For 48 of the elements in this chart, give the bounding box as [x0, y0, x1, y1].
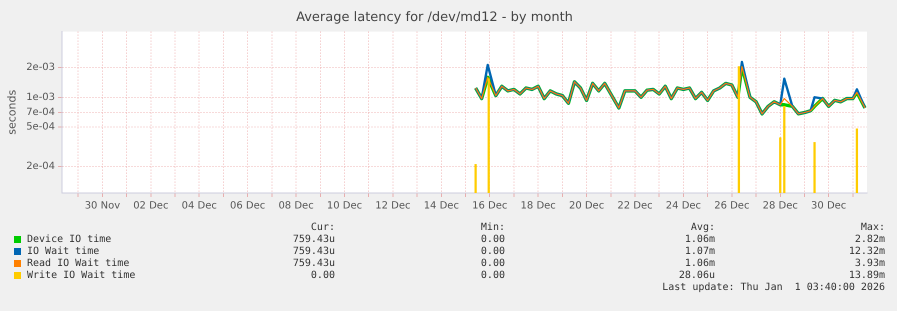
x-tick-label: 10 Dec — [326, 200, 362, 212]
text: Avg: — [690, 222, 715, 233]
x-tick-label: 18 Dec — [520, 200, 556, 212]
x-tick-label: 04 Dec — [182, 200, 217, 212]
x-tick-label: 20 Dec — [568, 200, 604, 212]
x-tick-label: 06 Dec — [230, 200, 266, 212]
text: 0.00 — [480, 258, 505, 269]
y-tick-label: 7e-04 — [26, 107, 56, 118]
text: 0.00 — [310, 270, 335, 281]
y-tick-label: 1e-03 — [26, 92, 56, 103]
x-tick-label: 30 Nov — [84, 200, 120, 212]
y-tick-label: 2e-03 — [26, 62, 56, 74]
text: 759.43u — [292, 258, 335, 269]
x-tick-label: 26 Dec — [714, 200, 750, 212]
text: 3.93m — [854, 258, 885, 269]
x-tick-label: 28 Dec — [762, 200, 798, 212]
text: Cur: — [310, 222, 335, 233]
x-tick-label: 02 Dec — [133, 200, 168, 212]
x-tick-label: 24 Dec — [666, 200, 702, 212]
x-tick-label: 08 Dec — [278, 200, 314, 212]
legend-label: Write IO Wait time — [27, 270, 136, 281]
text: 759.43u — [292, 234, 335, 245]
y-tick-label: 2e-04 — [26, 161, 56, 172]
text: 28.06u — [678, 270, 715, 281]
legend-label: Read IO Wait time — [27, 258, 130, 269]
chart-title: Average latency for /dev/md12 - by month — [296, 10, 573, 26]
legend-label: Device IO time — [27, 234, 112, 245]
text: 1.07m — [684, 246, 715, 257]
text: Min: — [480, 222, 505, 233]
text: 12.32m — [848, 246, 885, 257]
legend-label: IO Wait time — [27, 246, 100, 257]
x-tick-label: 30 Dec — [811, 200, 846, 212]
text: 0.00 — [480, 270, 505, 281]
text: 759.43u — [292, 246, 335, 257]
text: 2.82m — [854, 234, 885, 245]
text: Max: — [860, 222, 885, 233]
text: 1.06m — [684, 234, 715, 245]
x-tick-label: 16 Dec — [472, 200, 508, 212]
text: 0.00 — [480, 246, 505, 257]
text: 0.00 — [480, 234, 505, 245]
text: 13.89m — [848, 270, 885, 281]
text: Last update: Thu Jan 1 03:40:00 2026 — [662, 282, 885, 293]
x-tick-label: 14 Dec — [424, 200, 459, 212]
x-tick-label: 22 Dec — [617, 200, 653, 212]
x-tick-label: 12 Dec — [375, 200, 411, 212]
y-axis-title: seconds — [5, 90, 18, 135]
y-tick-label: 5e-04 — [26, 122, 56, 133]
text: 1.06m — [684, 258, 715, 269]
